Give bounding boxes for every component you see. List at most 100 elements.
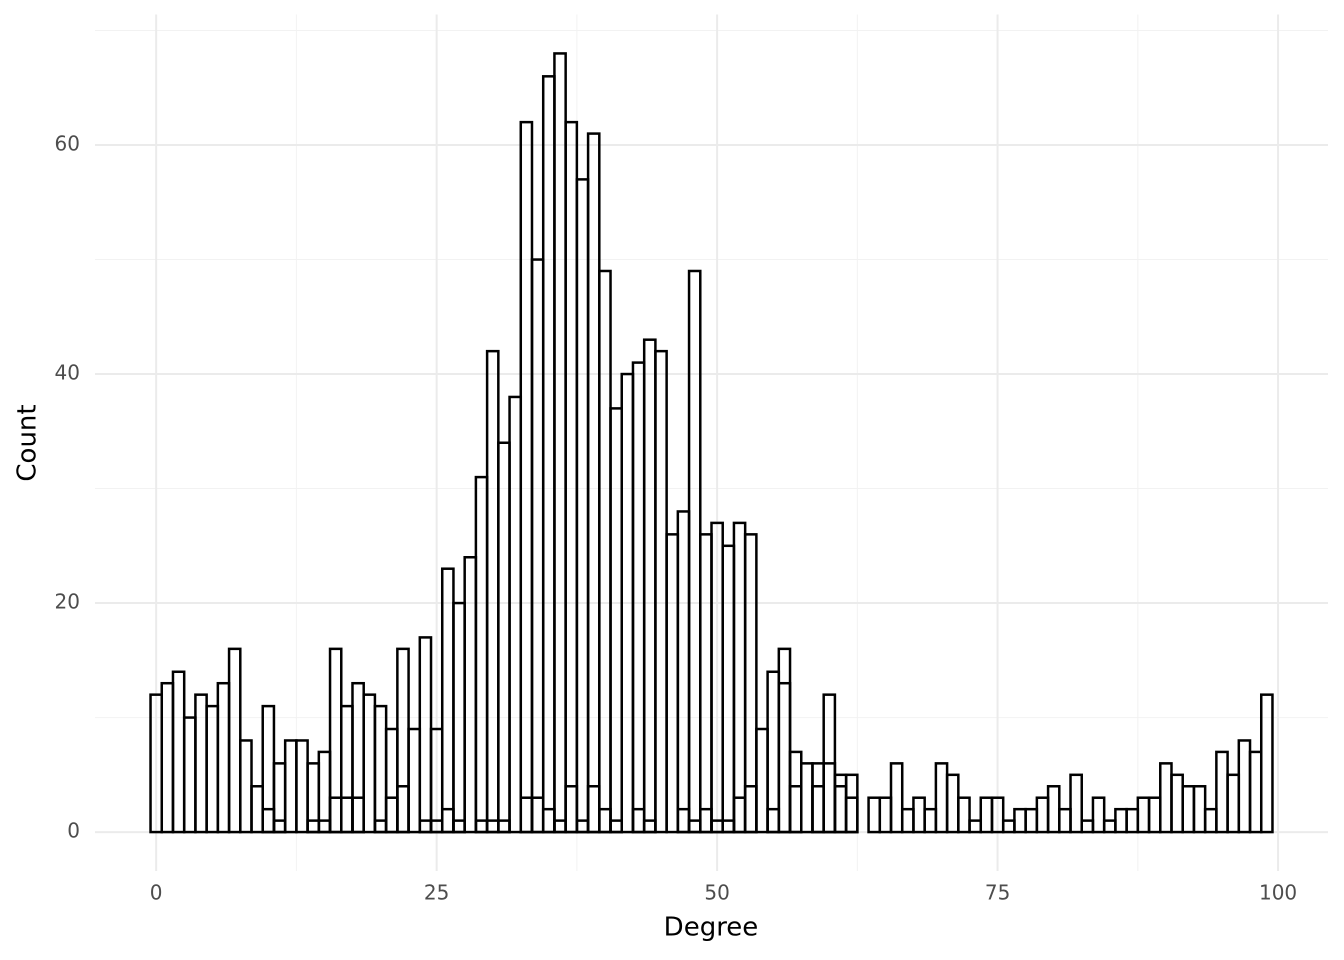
x-tick-label: 75 bbox=[985, 881, 1010, 905]
bar bbox=[766, 807, 781, 834]
bar bbox=[699, 533, 713, 834]
bar bbox=[328, 647, 343, 834]
bar bbox=[239, 739, 253, 834]
bar bbox=[1259, 693, 1274, 834]
bar bbox=[1114, 807, 1128, 834]
bar bbox=[945, 773, 960, 834]
bar bbox=[844, 796, 859, 834]
bar bbox=[351, 796, 365, 834]
bar bbox=[642, 338, 657, 834]
y-axis-title: Count bbox=[13, 404, 43, 481]
bar bbox=[676, 807, 691, 834]
bar bbox=[1159, 762, 1173, 834]
bar bbox=[396, 785, 410, 834]
bar bbox=[721, 544, 736, 834]
bar bbox=[598, 807, 612, 834]
bar bbox=[373, 704, 388, 834]
bar bbox=[384, 727, 399, 834]
bar bbox=[631, 807, 646, 834]
bar bbox=[867, 796, 882, 834]
bar bbox=[340, 796, 354, 834]
bar bbox=[541, 75, 556, 834]
bar bbox=[575, 178, 590, 834]
bar bbox=[609, 819, 623, 834]
y-tick-label: 60 bbox=[55, 132, 80, 156]
bar bbox=[1058, 807, 1072, 834]
bar bbox=[676, 510, 691, 834]
x-tick-label: 50 bbox=[704, 881, 729, 905]
bar bbox=[934, 762, 949, 834]
bar bbox=[205, 704, 220, 834]
y-tick-label: 20 bbox=[55, 590, 80, 614]
bar bbox=[788, 750, 803, 834]
bar bbox=[1024, 807, 1039, 834]
bar bbox=[261, 704, 276, 834]
bar bbox=[474, 475, 489, 834]
bar bbox=[1170, 773, 1184, 834]
bar bbox=[396, 647, 410, 834]
bar bbox=[452, 819, 466, 834]
bar bbox=[889, 762, 904, 834]
x-tick-label: 100 bbox=[1259, 881, 1297, 905]
bar bbox=[990, 796, 1005, 834]
bar bbox=[485, 819, 500, 834]
bar bbox=[1125, 807, 1140, 834]
bar bbox=[250, 785, 264, 834]
bar bbox=[1069, 773, 1083, 834]
bar bbox=[1237, 739, 1252, 834]
bar bbox=[665, 533, 680, 834]
bar bbox=[699, 807, 713, 834]
bar bbox=[687, 269, 702, 834]
bar bbox=[586, 132, 601, 834]
bar bbox=[586, 785, 601, 834]
bar bbox=[822, 762, 837, 834]
bar bbox=[923, 807, 938, 834]
bar bbox=[485, 349, 500, 834]
x-tick-label: 0 bbox=[150, 881, 163, 905]
bar bbox=[642, 819, 657, 834]
bar bbox=[1102, 819, 1117, 834]
bar bbox=[1215, 750, 1229, 834]
bar bbox=[440, 807, 455, 834]
bar bbox=[216, 681, 231, 834]
bar bbox=[519, 120, 534, 834]
bar bbox=[508, 395, 523, 834]
bar bbox=[564, 785, 579, 834]
bar bbox=[811, 762, 825, 834]
x-tick-label: 25 bbox=[424, 881, 449, 905]
bar bbox=[261, 807, 276, 834]
bar bbox=[553, 819, 567, 834]
bar bbox=[328, 796, 343, 834]
bar bbox=[1136, 796, 1151, 834]
bar bbox=[530, 796, 545, 834]
bar bbox=[598, 269, 612, 834]
bar bbox=[564, 120, 579, 834]
bar bbox=[687, 819, 702, 834]
bar bbox=[317, 819, 332, 834]
y-tick-label: 40 bbox=[55, 361, 80, 385]
bar bbox=[1080, 819, 1095, 834]
bars bbox=[149, 52, 1274, 834]
bar bbox=[1203, 807, 1218, 834]
bar bbox=[1013, 807, 1027, 834]
bar bbox=[519, 796, 534, 834]
bar bbox=[777, 647, 792, 834]
bar bbox=[373, 819, 388, 834]
x-axis-title: Degree bbox=[664, 913, 759, 943]
bar bbox=[575, 819, 590, 834]
bar bbox=[171, 670, 186, 834]
bar bbox=[979, 796, 994, 834]
bar bbox=[800, 762, 814, 834]
bar bbox=[755, 727, 769, 834]
bar bbox=[743, 785, 758, 834]
bar bbox=[732, 521, 747, 834]
bar bbox=[227, 647, 242, 834]
bar bbox=[272, 819, 287, 834]
bar bbox=[1192, 785, 1207, 834]
bar bbox=[497, 819, 511, 834]
bar bbox=[418, 636, 433, 834]
bar bbox=[497, 441, 511, 834]
bar bbox=[900, 807, 915, 834]
